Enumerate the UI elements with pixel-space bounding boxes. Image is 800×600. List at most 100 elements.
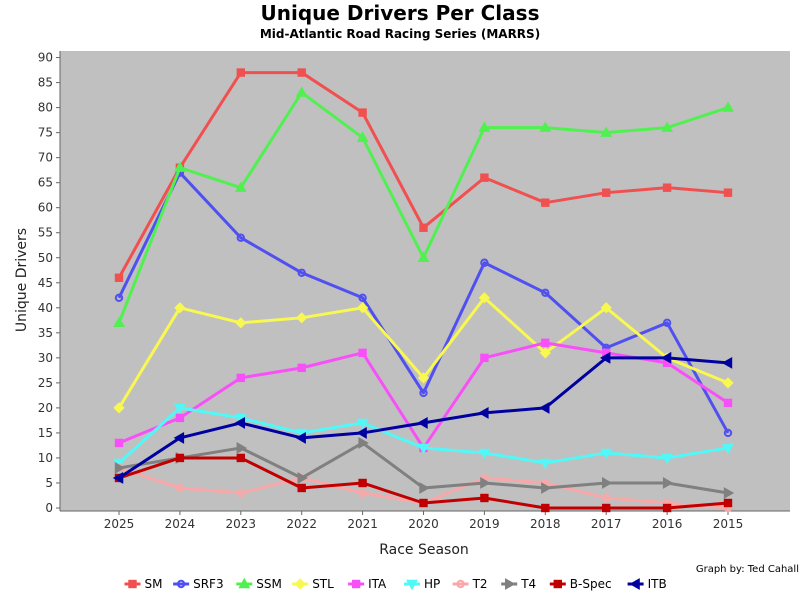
x-tick-label: 2024: [165, 517, 196, 531]
data-point-t4: [480, 477, 491, 489]
plot-area: [60, 51, 790, 511]
data-point-itb: [478, 406, 489, 419]
data-point-stl: [296, 312, 308, 324]
data-point-t4: [723, 487, 735, 499]
data-point-srf3: [236, 233, 246, 242]
data-point-sm: [662, 183, 672, 192]
legend-label: SM: [145, 577, 163, 591]
data-point-hp: [417, 443, 430, 455]
data-point-itb: [539, 401, 550, 414]
data-point-sm: [358, 108, 367, 117]
data-point-srf3: [723, 428, 733, 438]
data-point-t4: [297, 472, 308, 484]
x-tick-label: 2016: [652, 517, 683, 531]
legend-item-b-spec: B-Spec: [549, 577, 612, 591]
data-point-stl: [113, 402, 125, 414]
data-point-itb: [234, 416, 245, 429]
series-line-srf3: [117, 171, 730, 434]
data-point-ssm: [234, 181, 247, 192]
data-point-t4: [419, 482, 430, 494]
legend: SM SRF3 SSM STL ITA HP T2 T4 B-Spec ITB: [124, 577, 667, 591]
legend-marker: [238, 577, 251, 589]
x-tick-label: 2023: [226, 517, 257, 531]
data-point-sm: [480, 173, 489, 182]
y-tick-label: 20: [38, 401, 53, 415]
data-point-b-spec: [662, 503, 672, 513]
x-tick-label: 2025: [104, 517, 135, 531]
legend-marker: [553, 579, 562, 589]
data-point-srf3: [419, 388, 428, 398]
data-point-ssm: [661, 121, 674, 132]
data-point-itb: [112, 472, 124, 484]
x-tick-label: 2020: [408, 517, 439, 531]
legend-label: ITA: [368, 577, 387, 591]
legend-item-srf3: SRF3: [173, 577, 224, 591]
data-point-t4: [602, 477, 613, 489]
y-axis: 0 5 10 15 20 25 30 35 40 45 50 55 60 65 70 75 80 85 90: [38, 51, 61, 515]
data-point-t2: [175, 483, 185, 493]
data-point-b-spec: [297, 483, 306, 493]
x-tick-label: 2019: [469, 517, 500, 531]
data-point-itb: [295, 432, 306, 444]
y-tick-label: 45: [38, 276, 53, 290]
data-point-stl: [235, 317, 247, 329]
data-point-sm: [541, 198, 550, 207]
legend-label: T4: [520, 577, 536, 591]
data-point-ssm: [600, 126, 613, 137]
data-point-b-spec: [602, 503, 611, 513]
legend-item-t2: T2: [452, 577, 488, 591]
data-point-t4: [114, 462, 126, 474]
data-point-b-spec: [541, 503, 550, 513]
data-point-ssm: [417, 251, 430, 262]
legend-label: STL: [312, 577, 334, 591]
y-tick-label: 35: [38, 326, 53, 340]
data-point-ita: [480, 353, 489, 363]
y-tick-label: 5: [45, 476, 53, 490]
legend-item-ita: ITA: [348, 577, 387, 591]
y-tick-label: 10: [38, 451, 53, 465]
data-point-ssm: [478, 121, 491, 132]
data-point-hp: [661, 453, 674, 465]
data-point-sm: [236, 68, 246, 77]
data-point-t2: [358, 488, 367, 498]
data-point-b-spec: [236, 453, 246, 463]
y-tick-label: 40: [38, 301, 53, 315]
series-itb: [112, 351, 733, 484]
chart-subtitle: Mid-Atlantic Road Racing Series (MARRS): [260, 27, 540, 41]
legend-label: SSM: [256, 577, 282, 591]
data-point-srf3: [541, 288, 550, 297]
data-point-t2: [602, 493, 611, 503]
data-point-b-spec: [419, 498, 428, 508]
y-tick-label: 0: [45, 501, 53, 515]
data-point-srf3: [358, 293, 367, 302]
data-point-srf3: [480, 258, 489, 267]
data-point-sm: [297, 68, 306, 77]
series-layer: [112, 68, 735, 513]
legend-label: T2: [472, 577, 488, 591]
data-point-srf3: [297, 268, 306, 277]
data-point-b-spec: [723, 498, 733, 508]
data-point-stl: [722, 377, 734, 389]
data-point-sm: [723, 188, 733, 197]
y-tick-label: 90: [38, 51, 53, 65]
data-point-t4: [358, 437, 369, 449]
data-point-ita: [541, 338, 550, 348]
data-point-ssm: [722, 101, 734, 112]
y-tick-label: 50: [38, 251, 53, 265]
data-point-hp: [722, 443, 734, 455]
legend-label: B-Spec: [570, 577, 612, 591]
data-point-hp: [600, 448, 613, 460]
legend-label: HP: [424, 577, 440, 591]
y-tick-label: 65: [38, 176, 53, 190]
chart-title: Unique Drivers Per Class: [261, 1, 540, 25]
y-tick-label: 60: [38, 201, 53, 215]
data-point-ita: [297, 363, 306, 373]
y-tick-label: 85: [38, 76, 53, 90]
data-point-t4: [236, 442, 248, 454]
data-point-stl: [417, 372, 430, 384]
legend-marker: [128, 579, 137, 589]
data-point-hp: [539, 458, 552, 470]
data-point-hp: [173, 403, 186, 415]
series-t4: [114, 437, 735, 499]
x-tick-label: 2022: [286, 517, 317, 531]
